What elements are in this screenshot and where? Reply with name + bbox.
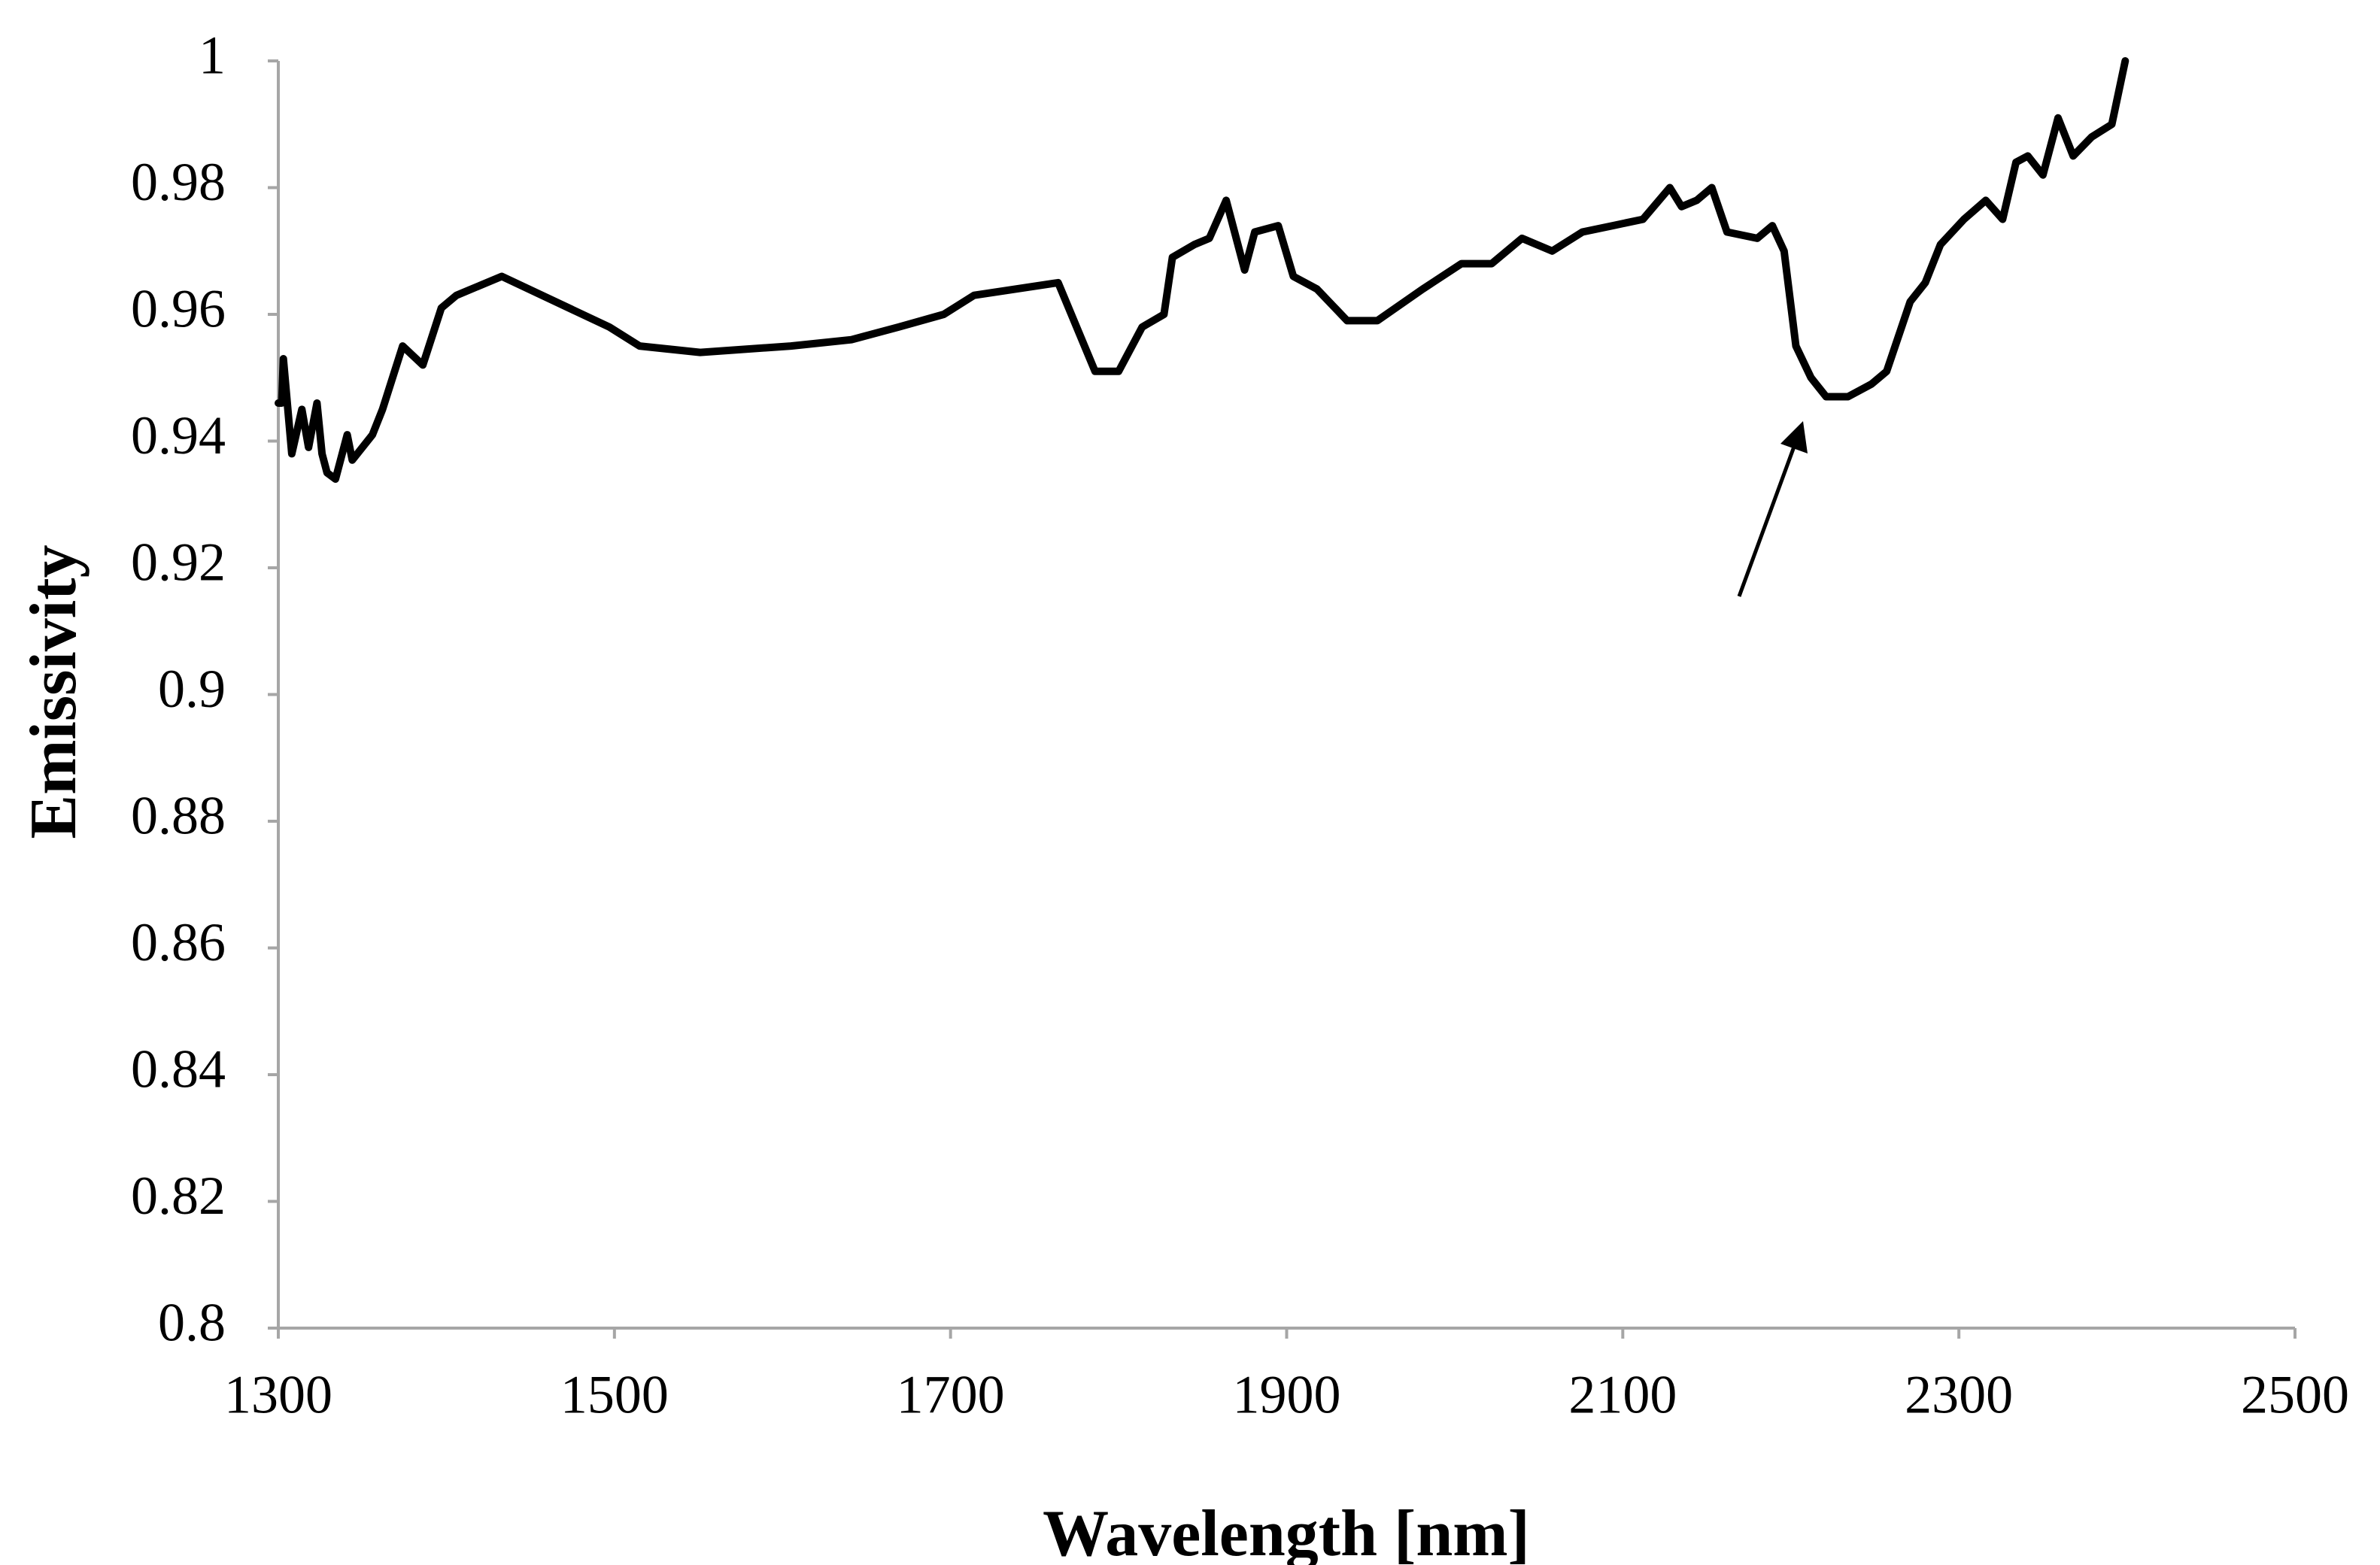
x-tick-label: 2100: [1568, 1365, 1677, 1425]
x-tick-label: 1500: [560, 1365, 669, 1425]
x-tick-label: 2300: [1905, 1365, 2013, 1425]
x-tick-label: 1900: [1233, 1365, 1341, 1425]
x-tick-label: 2500: [2241, 1365, 2349, 1425]
x-tick-label: 1700: [897, 1365, 1005, 1425]
y-tick-label: 0.88: [131, 786, 226, 846]
x-axis-title: Wavelength [nm]: [1043, 1497, 1530, 1565]
y-axis-title: Emissivity: [17, 544, 90, 839]
data-line: [275, 57, 2130, 483]
y-tick-label: 0.84: [131, 1039, 226, 1099]
y-tick-label: 0.94: [131, 405, 226, 466]
x-tick-label: 1300: [224, 1365, 332, 1425]
annotation-arrow: [1737, 421, 1808, 597]
y-tick-label: 0.92: [131, 532, 226, 593]
y-tick-label: 1: [199, 26, 226, 86]
y-tick-label: 0.9: [158, 659, 226, 719]
y-tick-label: 0.86: [131, 912, 226, 972]
y-tick-label: 0.82: [131, 1166, 226, 1226]
y-tick-label: 0.8: [158, 1293, 226, 1353]
y-tick-label: 0.96: [131, 279, 226, 339]
y-tick-label: 0.98: [131, 152, 226, 212]
